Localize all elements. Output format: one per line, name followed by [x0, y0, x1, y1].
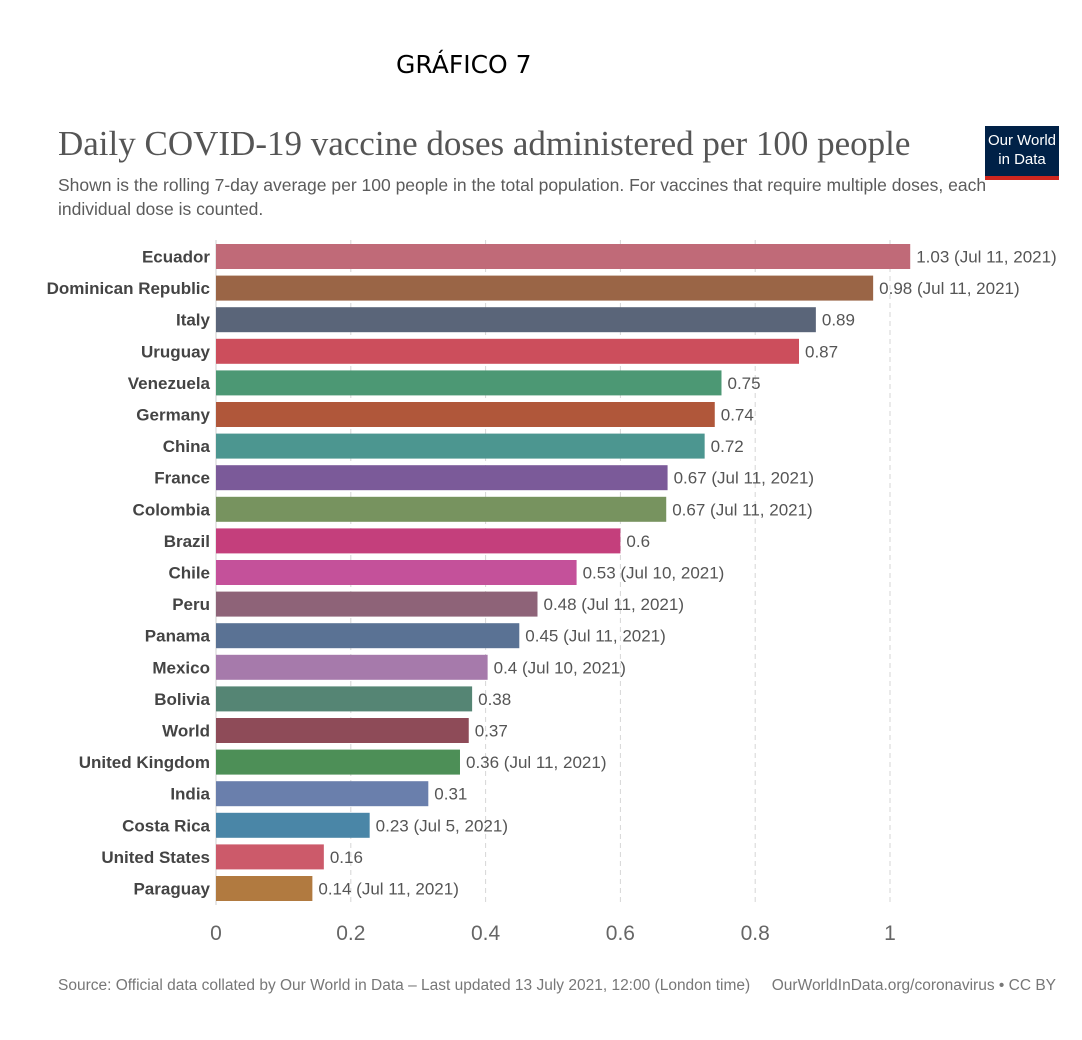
bar-united-kingdom[interactable] — [216, 749, 460, 775]
bar-united-states[interactable] — [216, 844, 324, 870]
value-label: 0.89 — [822, 311, 855, 330]
bar-costa-rica[interactable] — [216, 812, 370, 838]
category-label: Panama — [145, 627, 211, 646]
value-label: 0.16 — [330, 848, 363, 867]
figure-label: GRÁFICO 7 — [396, 50, 532, 79]
bar-china[interactable] — [216, 433, 705, 459]
category-label: Dominican Republic — [47, 279, 210, 298]
value-label: 0.45 (Jul 11, 2021) — [525, 627, 666, 646]
bar-dominican-republic[interactable] — [216, 275, 874, 301]
category-label: Brazil — [164, 532, 210, 551]
category-label: France — [154, 469, 210, 488]
category-label: India — [170, 785, 210, 804]
category-label: United States — [101, 848, 210, 867]
value-label: 0.67 (Jul 11, 2021) — [672, 500, 813, 519]
bar-italy[interactable] — [216, 307, 816, 333]
category-label: Peru — [172, 595, 210, 614]
bar-world[interactable] — [216, 718, 469, 743]
bar-venezuela[interactable] — [216, 370, 722, 396]
x-tick-label: 0 — [210, 922, 222, 945]
category-label: Paraguay — [133, 880, 210, 899]
value-label: 1.03 (Jul 11, 2021) — [916, 248, 1057, 267]
x-tick-label: 0.6 — [606, 922, 635, 945]
value-label: 0.75 — [728, 374, 761, 393]
category-label: Italy — [176, 311, 211, 330]
bar-paraguay[interactable] — [216, 876, 313, 901]
labels-layer: Ecuador 1.03 (Jul 11, 2021) Dominican Repu… — [47, 248, 1057, 899]
bars-layer — [216, 244, 911, 901]
category-label: Venezuela — [128, 374, 211, 393]
value-label: 0.38 — [478, 690, 511, 709]
owid-logo[interactable]: Our World in Data — [985, 126, 1059, 180]
category-label: Colombia — [133, 500, 211, 519]
value-label: 0.37 — [475, 722, 508, 741]
bar-ecuador[interactable] — [216, 244, 911, 269]
bar-panama[interactable] — [216, 623, 520, 649]
x-tick-label: 0.4 — [471, 922, 501, 945]
category-label: Ecuador — [142, 248, 210, 267]
bar-peru[interactable] — [216, 591, 538, 617]
x-tick-label: 0.2 — [336, 922, 365, 945]
chart-subtitle: Shown is the rolling 7-day average per 1… — [58, 175, 987, 219]
value-label: 0.53 (Jul 10, 2021) — [583, 564, 725, 583]
category-label: Mexico — [152, 658, 210, 677]
bar-brazil[interactable] — [216, 528, 621, 554]
bar-chile[interactable] — [216, 560, 577, 585]
chart-title: Daily COVID-19 vaccine doses administere… — [58, 124, 911, 163]
category-label: Bolivia — [154, 690, 210, 709]
value-label: 0.87 — [805, 342, 838, 361]
category-label: Costa Rica — [122, 816, 210, 835]
value-label: 0.31 — [434, 785, 467, 804]
footer-link[interactable]: OurWorldInData.org/coronavirus • CC BY — [771, 977, 1056, 994]
logo-line-2: in Data — [998, 151, 1046, 168]
bar-chart: Ecuador 1.03 (Jul 11, 2021) Dominican Repu… — [47, 240, 1057, 945]
category-label: Chile — [168, 564, 210, 583]
category-label: World — [162, 722, 210, 741]
value-label: 0.36 (Jul 11, 2021) — [466, 753, 607, 772]
x-axis: 0 0.2 0.4 0.6 0.8 1 — [210, 922, 896, 945]
value-label: 0.98 (Jul 11, 2021) — [879, 279, 1020, 298]
category-label: China — [163, 437, 211, 456]
value-label: 0.74 — [721, 406, 754, 425]
value-label: 0.14 (Jul 11, 2021) — [318, 880, 459, 899]
x-tick-label: 1 — [884, 922, 896, 945]
value-label: 0.4 (Jul 10, 2021) — [494, 658, 626, 677]
bar-germany[interactable] — [216, 402, 715, 427]
category-label: Germany — [136, 406, 210, 425]
logo-line-1: Our World — [987, 132, 1057, 149]
value-label: 0.48 (Jul 11, 2021) — [543, 595, 684, 614]
footer-source: Source: Official data collated by Our Wo… — [58, 977, 751, 994]
bar-india[interactable] — [216, 781, 429, 807]
value-label: 0.6 — [626, 532, 650, 551]
bar-colombia[interactable] — [216, 496, 667, 522]
bar-uruguay[interactable] — [216, 338, 800, 364]
bar-bolivia[interactable] — [216, 686, 473, 712]
value-label: 0.23 (Jul 5, 2021) — [376, 816, 508, 835]
bar-france[interactable] — [216, 465, 668, 491]
value-label: 0.67 (Jul 11, 2021) — [674, 469, 815, 488]
value-label: 0.72 — [711, 437, 744, 456]
bar-mexico[interactable] — [216, 654, 488, 680]
x-tick-label: 0.8 — [741, 922, 770, 945]
category-label: Uruguay — [141, 342, 211, 361]
category-label: United Kingdom — [79, 753, 210, 772]
